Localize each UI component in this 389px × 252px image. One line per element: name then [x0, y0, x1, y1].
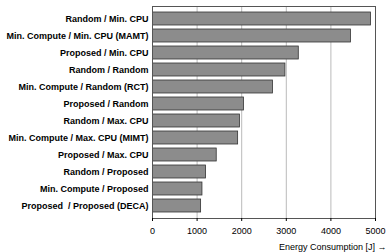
svg-text:Proposed / Proposed (DECA): Proposed / Proposed (DECA) — [21, 201, 148, 211]
svg-text:Energy Consumption [J] →: Energy Consumption [J] → — [279, 242, 387, 252]
svg-text:Min. Compute / Random (RCT): Min. Compute / Random (RCT) — [19, 82, 149, 92]
svg-text:5000: 5000 — [365, 226, 385, 236]
svg-text:Min. Compute / Min. CPU (MAMT): Min. Compute / Min. CPU (MAMT) — [7, 31, 149, 41]
svg-text:Proposed / Random: Proposed / Random — [63, 99, 148, 109]
svg-text:1000: 1000 — [187, 226, 207, 236]
svg-text:Proposed / Max. CPU: Proposed / Max. CPU — [58, 150, 149, 160]
svg-text:Random / Random: Random / Random — [69, 65, 149, 75]
svg-text:Min. Compute / Proposed: Min. Compute / Proposed — [40, 184, 149, 194]
svg-text:Random / Proposed: Random / Proposed — [63, 167, 148, 177]
svg-text:4000: 4000 — [321, 226, 341, 236]
svg-text:Proposed / Min. CPU: Proposed / Min. CPU — [60, 48, 149, 58]
svg-text:Min. Compute / Max. CPU (MIMT): Min. Compute / Max. CPU (MIMT) — [9, 133, 149, 143]
svg-text:Random / Max. CPU: Random / Max. CPU — [63, 116, 148, 126]
svg-text:Random / Min. CPU: Random / Min. CPU — [66, 14, 149, 24]
svg-text:0: 0 — [150, 226, 155, 236]
svg-text:2000: 2000 — [232, 226, 252, 236]
svg-text:3000: 3000 — [276, 226, 296, 236]
